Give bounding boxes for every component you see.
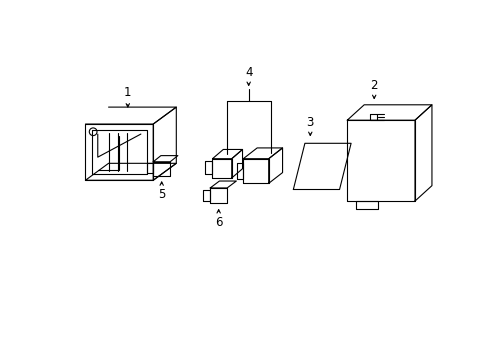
Text: 1: 1 — [124, 86, 131, 99]
Text: 4: 4 — [244, 66, 252, 78]
Text: 5: 5 — [158, 188, 165, 201]
Text: 2: 2 — [370, 79, 377, 92]
Text: 3: 3 — [306, 116, 313, 129]
Text: 6: 6 — [214, 216, 222, 229]
